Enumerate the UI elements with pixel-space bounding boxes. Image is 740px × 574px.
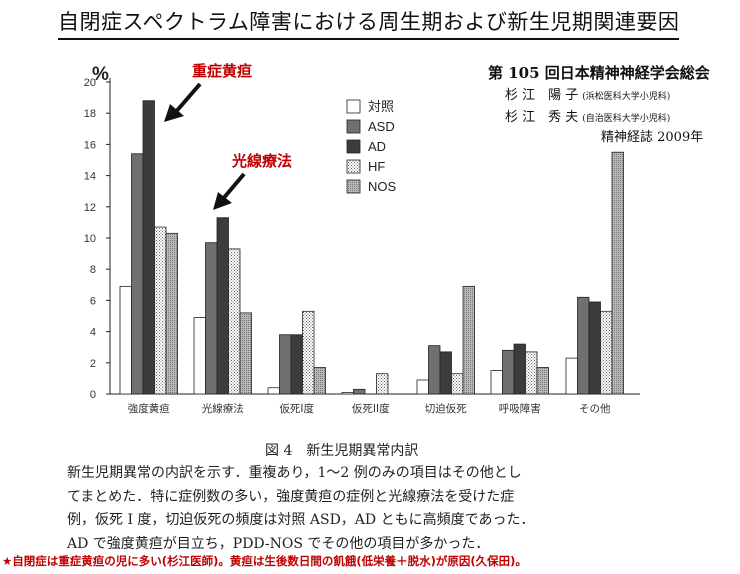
bar-HF-その他 bbox=[600, 310, 613, 395]
y-tick-label: 6 bbox=[90, 295, 96, 307]
bar-HF-光線療法 bbox=[228, 248, 241, 395]
x-tick-label: 強度黄疸 bbox=[128, 402, 170, 415]
bar-ASD-仮死II度 bbox=[353, 388, 366, 395]
callout-jaundice: 重症黄疸 bbox=[192, 62, 253, 80]
legend-swatch-ASD bbox=[346, 119, 361, 134]
figure-caption-title: 図 4 新生児期異常内訳 bbox=[265, 443, 419, 459]
bar-series bbox=[119, 100, 624, 395]
legend-label: AD bbox=[368, 139, 386, 154]
bar-HF-呼吸障害 bbox=[525, 351, 538, 395]
legend-swatch-AD bbox=[346, 139, 361, 154]
figure-caption-body: 新生児期異常の内訳を示す．重複あり，1〜2 例のみの項目はその他とし てまとめた… bbox=[67, 462, 667, 556]
legend-label: ASD bbox=[368, 119, 395, 134]
author-1-affiliation: (浜松医科大学小児科) bbox=[582, 92, 671, 102]
bar-AD-強度黄疸 bbox=[142, 100, 155, 395]
y-tick-label: 14 bbox=[84, 171, 96, 183]
bar-NOS-切迫仮死 bbox=[462, 285, 475, 395]
legend-label: NOS bbox=[368, 179, 397, 194]
legend-label: 対照 bbox=[368, 99, 394, 114]
x-axis-labels: 強度黄疸 光線療法 仮死I度 仮死II度 切迫仮死 呼吸障害 その他 bbox=[128, 402, 611, 415]
author-2-name: 杉 江 秀 夫 bbox=[505, 110, 579, 125]
bar-対照-強度黄疸 bbox=[119, 285, 132, 395]
y-tick-label: 2 bbox=[90, 358, 96, 370]
legend-swatch-NOS bbox=[346, 179, 361, 194]
footnote: ★自閉症は重症黄疸の児に多い(杉江医師)。黄疸は生後数日間の飢餓(低栄養＋脱水)… bbox=[2, 554, 527, 568]
conference-name: 第 105 回日本精神神経学会総会 bbox=[488, 64, 710, 82]
bar-対照-仮死II度 bbox=[341, 392, 354, 395]
bar-HF-仮死I度 bbox=[302, 310, 315, 395]
legend-label: HF bbox=[368, 159, 385, 174]
arrow-phototherapy-icon bbox=[213, 172, 246, 210]
bar-対照-仮死I度 bbox=[267, 387, 280, 395]
x-tick-label: 光線療法 bbox=[202, 402, 244, 415]
y-tick-label: 4 bbox=[90, 327, 96, 339]
bar-NOS-呼吸障害 bbox=[536, 367, 549, 395]
author-1: 杉 江 陽 子 (浜松医科大学小児科) bbox=[505, 84, 670, 103]
bar-ASD-切迫仮死 bbox=[428, 345, 441, 395]
author-2: 杉 江 秀 夫 (自治医科大学小児科) bbox=[505, 106, 670, 125]
bar-AD-仮死I度 bbox=[290, 334, 303, 395]
bar-NOS-光線療法 bbox=[239, 312, 252, 395]
page-title: 自閉症スペクトラム障害における周生期および新生児期関連要因 bbox=[58, 6, 680, 40]
legend-swatch-対照 bbox=[346, 99, 361, 114]
x-tick-label: 切迫仮死 bbox=[425, 402, 467, 415]
x-tick-label: その他 bbox=[579, 402, 611, 415]
bar-HF-切迫仮死 bbox=[451, 373, 464, 395]
bar-NOS-強度黄疸 bbox=[165, 232, 178, 395]
caption-line: てまとめた．特に症例数の多い，強度黄疸の症例と光線療法を受けた症 bbox=[67, 488, 515, 505]
bar-NOS-その他 bbox=[611, 151, 624, 395]
x-tick-label: 仮死I度 bbox=[279, 402, 314, 415]
bar-AD-切迫仮死 bbox=[439, 351, 452, 395]
y-tick-label: 10 bbox=[84, 233, 96, 245]
bar-対照-呼吸障害 bbox=[490, 370, 503, 395]
y-tick-label: 20 bbox=[84, 77, 96, 89]
y-tick-label: 16 bbox=[84, 139, 96, 151]
arrow-jaundice-icon bbox=[164, 82, 202, 122]
legend-swatch-HF bbox=[346, 159, 361, 174]
bar-対照-その他 bbox=[565, 357, 578, 395]
bar-HF-仮死II度 bbox=[376, 373, 389, 395]
bar-ASD-光線療法 bbox=[205, 242, 218, 395]
x-tick-label: 仮死II度 bbox=[352, 402, 390, 415]
bar-ASD-強度黄疸 bbox=[131, 153, 144, 395]
bar-AD-呼吸障害 bbox=[513, 343, 526, 395]
y-tick-label: 12 bbox=[84, 202, 96, 214]
y-tick-label: 0 bbox=[90, 389, 96, 401]
y-tick-label: 8 bbox=[90, 264, 96, 276]
bar-ASD-その他 bbox=[577, 296, 590, 395]
bar-AD-光線療法 bbox=[216, 217, 229, 395]
bar-AD-その他 bbox=[588, 301, 601, 395]
author-2-affiliation: (自治医科大学小児科) bbox=[582, 114, 671, 124]
bar-NOS-仮死I度 bbox=[313, 367, 326, 395]
caption-line: 例，仮死 I 度，切迫仮死の頻度は対照 ASD，AD ともに高頻度であった． bbox=[67, 512, 535, 528]
bar-ASD-呼吸障害 bbox=[502, 349, 515, 395]
bar-ASD-仮死I度 bbox=[279, 334, 292, 395]
caption-line: AD で強度黄疸が目立ち，PDD-NOS でその他の項目が多かった． bbox=[67, 535, 490, 552]
legend: 対照 ASD AD HF NOS bbox=[346, 99, 397, 194]
y-axis-label: % bbox=[92, 64, 109, 85]
journal-citation: 精神経誌 2009年 bbox=[601, 130, 704, 145]
bar-対照-光線療法 bbox=[193, 317, 206, 395]
author-1-name: 杉 江 陽 子 bbox=[505, 88, 579, 103]
callout-phototherapy: 光線療法 bbox=[232, 152, 293, 170]
bar-対照-切迫仮死 bbox=[416, 379, 429, 395]
y-tick-label: 18 bbox=[84, 108, 96, 120]
bar-HF-強度黄疸 bbox=[154, 226, 167, 395]
caption-line: 新生児期異常の内訳を示す．重複あり，1〜2 例のみの項目はその他とし bbox=[67, 465, 522, 481]
x-tick-label: 呼吸障害 bbox=[499, 402, 541, 415]
